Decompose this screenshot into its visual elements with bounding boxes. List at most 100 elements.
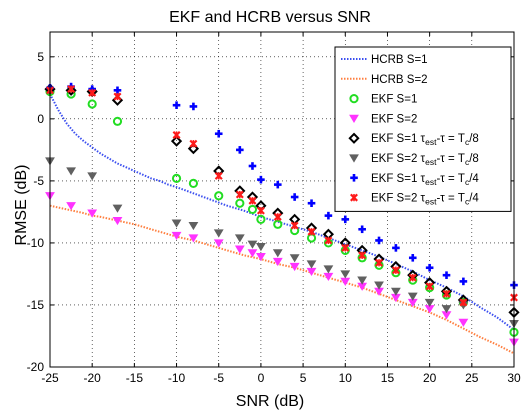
x-tick-label: 10 bbox=[339, 371, 353, 385]
data-point-s8-8 bbox=[235, 190, 244, 199]
data-point-s6-8 bbox=[234, 234, 245, 243]
data-point-s6-21 bbox=[441, 305, 452, 314]
data-point-s7-18 bbox=[392, 244, 400, 252]
data-point-s8-3 bbox=[88, 88, 97, 97]
data-point-s7-20 bbox=[425, 263, 434, 272]
x-tick-label: -5 bbox=[213, 371, 224, 385]
data-point-s7-10 bbox=[257, 175, 265, 184]
x-tick-label: 20 bbox=[423, 371, 437, 385]
data-point-s6-9 bbox=[247, 240, 258, 249]
x-tick-label: -10 bbox=[168, 371, 186, 385]
legend-swatch-8 bbox=[350, 193, 358, 202]
data-point-s8-21 bbox=[442, 289, 451, 298]
data-point-s4-6 bbox=[188, 234, 199, 243]
data-point-s7-11 bbox=[273, 180, 282, 189]
data-point-s6-19 bbox=[407, 292, 418, 301]
data-point-s8-20 bbox=[425, 282, 434, 291]
data-point-s3-6 bbox=[188, 178, 199, 188]
data-point-s8-9 bbox=[248, 196, 257, 205]
data-point-s7-14 bbox=[324, 211, 333, 220]
x-tick-label: 25 bbox=[465, 371, 479, 385]
y-tick-label: -5 bbox=[33, 174, 44, 188]
data-point-s8-5 bbox=[172, 131, 181, 139]
data-point-s6-17 bbox=[374, 281, 384, 290]
axes-frame bbox=[49, 31, 515, 368]
x-tick-label: 30 bbox=[507, 371, 521, 385]
legend-box bbox=[334, 46, 512, 212]
data-point-s7-17 bbox=[375, 236, 383, 245]
legend-label-4: EKF S=2 bbox=[371, 113, 417, 125]
data-point-s7-6 bbox=[189, 102, 198, 111]
x-axis-label: SNR (dB) bbox=[236, 393, 304, 410]
legend-label-6: EKF S=2 τest-τ = Tc/8 bbox=[371, 153, 479, 167]
data-point-s4-9 bbox=[247, 249, 258, 258]
data-point-s8-2 bbox=[67, 85, 76, 94]
data-point-s7-19 bbox=[408, 254, 417, 262]
data-point-s8-4 bbox=[113, 92, 122, 101]
data-point-s7-8 bbox=[236, 146, 244, 154]
data-point-s7-7 bbox=[214, 129, 223, 138]
y-tick-label: -20 bbox=[27, 360, 45, 374]
data-point-s6-15 bbox=[340, 270, 351, 279]
y-tick-label: -10 bbox=[27, 236, 45, 250]
data-point-s4-11 bbox=[272, 257, 283, 267]
chart-title: EKF and HCRB versus SNR bbox=[169, 9, 371, 26]
data-point-s3-10 bbox=[256, 214, 266, 224]
legend-label-7: EKF S=1 τest-τ = Tc/4 bbox=[371, 173, 479, 187]
legend-label-1: HCRB S=1 bbox=[371, 54, 428, 66]
data-point-s5-2 bbox=[65, 84, 77, 96]
data-point-s7-12 bbox=[290, 193, 299, 201]
data-point-s4-3 bbox=[87, 209, 98, 218]
x-tick-label: 15 bbox=[381, 371, 395, 385]
data-point-s8-6 bbox=[189, 139, 198, 148]
data-point-s7-5 bbox=[172, 101, 181, 110]
data-point-s4-8 bbox=[234, 245, 245, 254]
data-point-s3-11 bbox=[273, 219, 283, 229]
data-point-s7-15 bbox=[341, 215, 350, 224]
x-tick-label: -25 bbox=[41, 371, 59, 385]
data-point-s6-14 bbox=[323, 265, 334, 274]
data-point-s6-5 bbox=[171, 219, 182, 228]
data-point-s8-17 bbox=[375, 258, 383, 267]
data-point-s3-7 bbox=[214, 191, 224, 201]
data-point-s5-5 bbox=[170, 135, 183, 147]
data-point-s6-20 bbox=[424, 298, 435, 308]
legend-label-8: EKF S=2 τest-τ = Tc/4 bbox=[371, 193, 479, 207]
data-point-s7-16 bbox=[358, 225, 366, 234]
data-point-s4-2 bbox=[66, 202, 76, 211]
data-point-s6-4 bbox=[112, 204, 123, 213]
data-point-s6-3 bbox=[87, 172, 98, 181]
legend-swatch-4 bbox=[349, 114, 359, 123]
data-point-s8-12 bbox=[290, 221, 299, 230]
data-point-s8-22 bbox=[459, 298, 468, 307]
data-point-s3-3 bbox=[87, 99, 97, 109]
data-point-s8-7 bbox=[214, 171, 223, 180]
data-point-s8-10 bbox=[256, 206, 265, 215]
y-tick-label: 5 bbox=[37, 50, 44, 64]
data-point-s6-16 bbox=[357, 276, 368, 285]
y-axis-label: RMSE (dB) bbox=[13, 165, 30, 246]
data-point-s4-10 bbox=[256, 252, 266, 262]
data-point-s4-5 bbox=[171, 231, 182, 241]
data-point-s6-12 bbox=[289, 254, 300, 263]
data-point-s7-13 bbox=[307, 199, 316, 208]
legend-swatch-6 bbox=[349, 154, 359, 163]
data-point-s8-19 bbox=[408, 273, 417, 282]
data-point-s7-22 bbox=[459, 277, 468, 286]
data-point-s6-13 bbox=[306, 260, 317, 269]
legend-swatch-5 bbox=[348, 132, 360, 144]
data-point-s3-9 bbox=[247, 204, 258, 215]
data-point-s6-7 bbox=[213, 229, 224, 238]
data-point-s6-2 bbox=[66, 167, 76, 176]
data-point-s8-11 bbox=[273, 212, 282, 221]
data-point-s7-4 bbox=[113, 86, 122, 95]
data-point-s4-22 bbox=[458, 318, 469, 327]
data-point-s4-7 bbox=[213, 239, 224, 248]
data-point-s7-9 bbox=[248, 162, 257, 170]
legend: HCRB S=1 HCRB S=2 EKF S=1 EKF S=2 EKF S=1 τe… bbox=[334, 46, 512, 212]
x-tick-label: -15 bbox=[126, 371, 144, 385]
x-tick-label: -20 bbox=[84, 371, 102, 385]
data-point-s3-8 bbox=[235, 198, 245, 208]
data-point-s8-15 bbox=[341, 243, 350, 252]
